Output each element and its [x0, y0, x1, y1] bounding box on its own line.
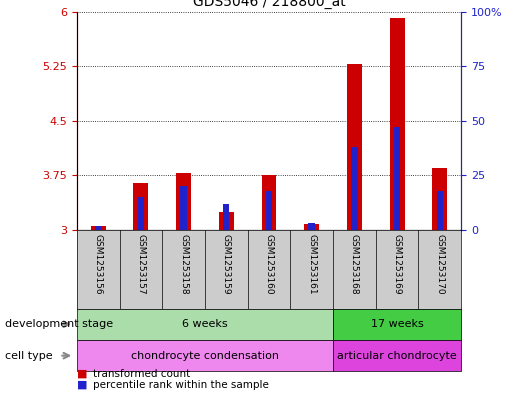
Bar [176, 173, 191, 230]
Text: GSM1253160: GSM1253160 [264, 234, 273, 294]
Text: GSM1253169: GSM1253169 [393, 234, 402, 294]
Text: 6 weeks: 6 weeks [182, 319, 228, 329]
Bar [304, 224, 319, 230]
Bar [77, 309, 333, 340]
Text: GSM1253168: GSM1253168 [350, 234, 359, 294]
Bar [223, 204, 229, 230]
Text: 17 weeks: 17 weeks [370, 319, 423, 329]
Text: articular chondrocyte: articular chondrocyte [337, 351, 457, 361]
Text: percentile rank within the sample: percentile rank within the sample [93, 380, 269, 390]
Bar [351, 147, 358, 230]
Title: GDS5046 / 218800_at: GDS5046 / 218800_at [192, 0, 346, 9]
Bar [308, 223, 315, 230]
Text: cell type: cell type [5, 351, 53, 361]
Bar [390, 18, 404, 230]
Bar [394, 127, 400, 230]
Text: GSM1253158: GSM1253158 [179, 234, 188, 294]
Bar [134, 183, 148, 230]
Bar [333, 309, 461, 340]
Bar [432, 168, 447, 230]
Bar [77, 340, 333, 371]
Bar [219, 212, 234, 230]
Bar [180, 186, 187, 230]
Bar [437, 191, 443, 230]
Bar [266, 191, 272, 230]
Bar [138, 197, 144, 230]
Text: GSM1253159: GSM1253159 [222, 234, 231, 294]
Bar [261, 175, 277, 230]
Text: transformed count: transformed count [93, 369, 190, 379]
Text: GSM1253156: GSM1253156 [94, 234, 103, 294]
Bar [91, 226, 105, 230]
Bar [347, 64, 362, 230]
Bar [95, 226, 101, 230]
Text: ■: ■ [77, 369, 87, 379]
Text: GSM1253157: GSM1253157 [136, 234, 145, 294]
Text: ■: ■ [77, 380, 87, 390]
Text: chondrocyte condensation: chondrocyte condensation [131, 351, 279, 361]
Bar [333, 340, 461, 371]
Text: GSM1253161: GSM1253161 [307, 234, 316, 294]
Text: development stage: development stage [5, 319, 113, 329]
Text: GSM1253170: GSM1253170 [435, 234, 444, 294]
